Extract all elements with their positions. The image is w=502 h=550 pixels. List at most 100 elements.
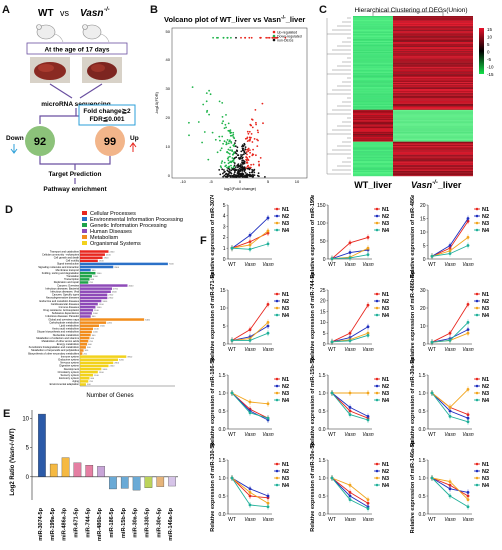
heatmap-cell	[393, 173, 473, 175]
f-point	[366, 246, 370, 250]
f-point	[248, 411, 252, 415]
heatmap-cell	[393, 93, 473, 95]
volcano-point	[240, 175, 243, 178]
f-legend-label: N4	[382, 398, 390, 404]
heatmap-cell	[393, 30, 473, 32]
volcano-point	[253, 174, 256, 177]
volcano-point	[226, 36, 229, 39]
e-bar	[61, 457, 70, 477]
volcano-point	[235, 156, 238, 159]
qpcr-subplot: 0 1 2 3 4 5 WT Vasn Vasn Relative expression of m…	[210, 195, 290, 278]
heatmap-cell	[353, 124, 393, 126]
heatmap-cell	[353, 41, 393, 44]
volcano-point	[227, 122, 230, 125]
kegg-value-label: 1000	[93, 276, 99, 278]
heatmap-cell	[353, 33, 393, 35]
heatmap-cell	[393, 113, 473, 115]
f-legend-label: N2	[282, 214, 289, 220]
heatmap-cell	[393, 160, 473, 162]
qpcr-subplot: 0 10 20 30 WT Vasn Vasn Relative expression of …	[410, 270, 490, 364]
heatmap-cell	[353, 156, 393, 158]
volcano-point	[245, 158, 247, 161]
f-ytick: 0.5	[319, 494, 326, 500]
kegg-category-label: Metabolism of cofactors and vitamins	[36, 336, 79, 340]
heatmap-cell	[353, 70, 393, 72]
kegg-bar	[80, 324, 99, 327]
heatmap-cell	[353, 169, 393, 171]
f-xtick: Vasn	[462, 432, 473, 438]
f-ylabel: Relative expression of miR-671-5p	[210, 272, 216, 362]
volcano-point	[191, 86, 194, 88]
f-legend-label: N1	[282, 462, 289, 468]
volcano-point	[225, 172, 228, 175]
heatmap-cell	[393, 53, 473, 55]
kegg-category-label: Signaling molecules and interaction	[38, 265, 79, 269]
kegg-value-label: 2800	[114, 267, 120, 269]
e-category-label: miR-486b-5p	[97, 507, 103, 541]
heatmap-cell	[393, 136, 473, 138]
f-point	[248, 487, 252, 491]
heatmap-cell	[393, 19, 473, 21]
heatmap-cell	[353, 98, 393, 100]
heatmap-cell	[393, 98, 473, 100]
heatmap-cell	[353, 110, 393, 112]
heatmap-cell	[353, 77, 393, 79]
volcano-point	[243, 170, 246, 173]
heatmap-cell	[393, 139, 473, 142]
heatmap-cell	[353, 164, 393, 166]
f-xtick: Vasn	[444, 347, 455, 353]
f-point	[430, 254, 434, 258]
heatmap-cell	[353, 142, 393, 144]
heatmap-dendrogram	[326, 17, 351, 175]
heatmap-cell	[353, 124, 393, 126]
heatmap-cell	[393, 20, 473, 22]
f-legend-label: N4	[382, 228, 390, 234]
f-point	[466, 331, 470, 335]
f-point	[248, 240, 252, 244]
heatmap-cell	[353, 62, 393, 64]
heatmap-cell	[353, 125, 393, 127]
kegg-bar	[80, 358, 118, 361]
kegg-value-label: 800	[91, 378, 95, 380]
f-ytick: 0.5	[419, 409, 426, 415]
heatmap-cell	[353, 144, 393, 146]
volcano-point	[227, 159, 230, 162]
volcano-point	[237, 172, 240, 175]
f-point	[448, 415, 452, 418]
heatmap-cell	[353, 120, 393, 122]
kegg-value-label: 5400	[145, 319, 151, 321]
qpcr-subplot: 0 5 10 15 WT Vasn Vasn Relative expression of m…	[210, 272, 290, 362]
f-legend-label: N1	[382, 292, 389, 298]
heatmap-cell	[353, 150, 393, 152]
f-ytick: 10	[320, 320, 326, 326]
heatmap-cell	[393, 49, 473, 51]
kegg-value-label: 1500	[99, 304, 105, 306]
volcano-point	[221, 122, 224, 125]
kegg-bar	[80, 352, 83, 355]
qpcr-subplot: 0 5 10 15 20 25 WT Vasn Vasn Relative expression …	[310, 272, 390, 362]
panel-label-f: F	[200, 235, 207, 247]
heatmap-cell	[353, 74, 393, 76]
kegg-category-label: Endocrine system	[58, 357, 79, 361]
volcano-point	[250, 133, 253, 135]
f-legend-label: N2	[482, 299, 489, 305]
f-point	[230, 391, 234, 395]
volcano-point	[247, 147, 250, 150]
kegg-category-label: Cellular community - eukaryotes	[42, 252, 80, 256]
kegg-category-label: Environmental adaptation	[50, 382, 80, 386]
volcano-point	[233, 164, 236, 167]
f-point	[248, 339, 252, 342]
volcano-points	[188, 36, 287, 178]
kegg-bar	[80, 271, 96, 275]
legend-label: Organismal Systems	[90, 241, 141, 247]
volcano-point	[221, 135, 224, 138]
heatmap-cell	[393, 65, 473, 67]
volcano-point	[243, 151, 246, 154]
f-point	[266, 303, 270, 306]
heatmap-cell	[393, 133, 473, 135]
volcano-point	[234, 139, 237, 142]
kegg-value-label: 900	[92, 316, 96, 318]
volcano-point	[272, 36, 275, 39]
heatmap-cell	[353, 61, 393, 63]
heatmap-cell	[393, 21, 473, 23]
